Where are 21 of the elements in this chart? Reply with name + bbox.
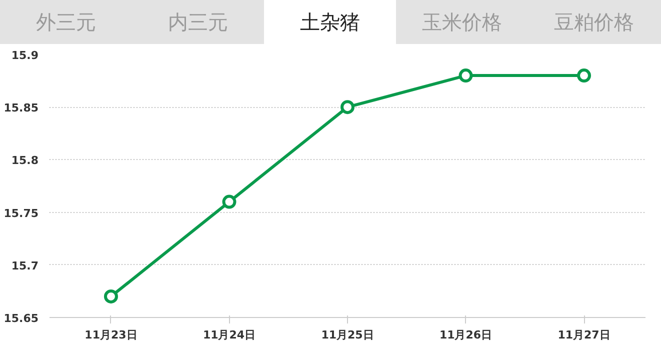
y-tick-label: 15.8 xyxy=(11,154,38,168)
x-tick-label: 11月26日 xyxy=(439,328,492,342)
point xyxy=(340,100,354,114)
y-tick-label: 15.75 xyxy=(4,206,39,220)
text: 玉米价格 xyxy=(396,0,528,44)
point xyxy=(577,68,592,83)
x-tick-label: 11月25日 xyxy=(321,328,374,342)
x-tick-label: 11月27日 xyxy=(558,328,610,342)
y-tick-label: 15.65 xyxy=(4,312,39,325)
y-tick-label: 15.85 xyxy=(4,102,39,115)
text: 内三元 xyxy=(132,0,264,44)
x-tick-label: 11月24日 xyxy=(202,328,256,342)
point xyxy=(104,289,118,304)
text: 豆粕价格 xyxy=(528,0,660,44)
x-tick-label: 11月23日 xyxy=(84,328,138,342)
text: 外三元 xyxy=(0,0,132,44)
y-tick-label: 15.7 xyxy=(11,259,38,272)
point xyxy=(458,68,473,83)
point xyxy=(222,194,236,209)
y-tick-label: 15.9 xyxy=(11,49,38,62)
chart-title: 土杂猪 xyxy=(264,0,396,44)
